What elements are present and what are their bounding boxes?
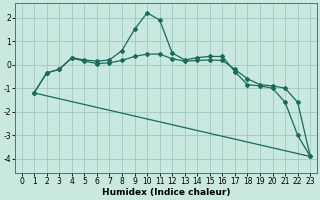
- X-axis label: Humidex (Indice chaleur): Humidex (Indice chaleur): [102, 188, 230, 197]
